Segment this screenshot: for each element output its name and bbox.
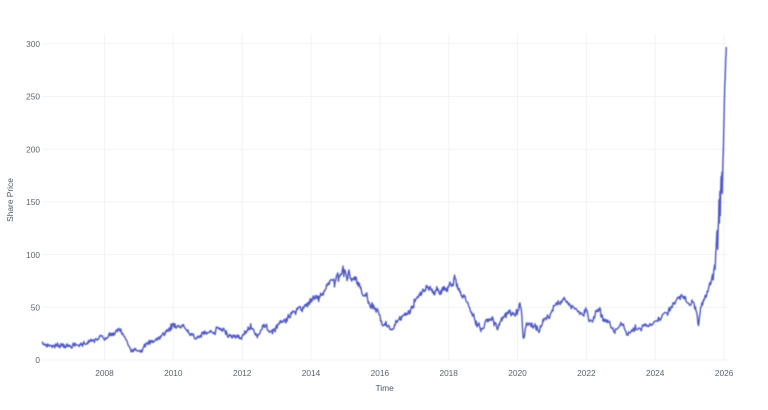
svg-text:2008: 2008 (95, 368, 114, 378)
svg-text:300: 300 (26, 39, 40, 49)
svg-text:2016: 2016 (371, 368, 390, 378)
svg-text:150: 150 (26, 197, 40, 207)
svg-text:2018: 2018 (439, 368, 458, 378)
svg-text:50: 50 (31, 303, 41, 313)
svg-text:2026: 2026 (715, 368, 734, 378)
svg-text:200: 200 (26, 144, 40, 154)
svg-text:100: 100 (26, 250, 40, 260)
svg-text:2010: 2010 (164, 368, 183, 378)
svg-text:2020: 2020 (508, 368, 527, 378)
svg-text:2022: 2022 (577, 368, 596, 378)
svg-text:Time: Time (375, 383, 394, 393)
svg-text:2014: 2014 (302, 368, 321, 378)
svg-text:Share Price: Share Price (5, 178, 15, 222)
svg-text:2024: 2024 (646, 368, 665, 378)
svg-text:250: 250 (26, 92, 40, 102)
svg-text:0: 0 (35, 355, 40, 365)
svg-text:2012: 2012 (233, 368, 252, 378)
